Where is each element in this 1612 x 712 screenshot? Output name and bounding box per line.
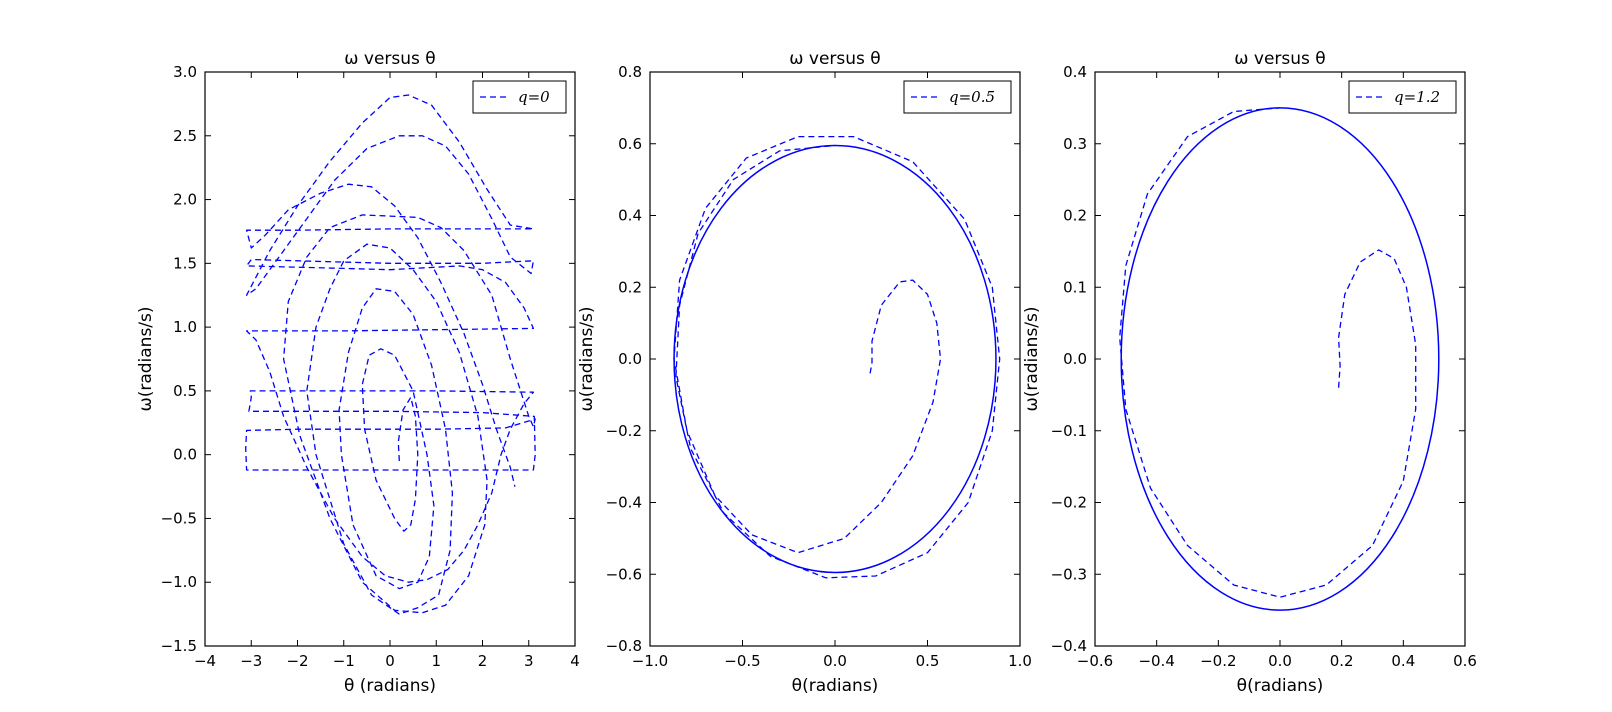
y-tick-label: 0.8 — [618, 63, 642, 81]
y-tick-label: −0.5 — [161, 509, 197, 527]
y-tick-label: 0.2 — [618, 278, 642, 296]
x-axis-title-q0: θ (radians) — [344, 676, 436, 696]
series-line-2-0 — [1119, 107, 1417, 598]
y-axis-title-q0: ω(radians/s) — [136, 306, 156, 411]
x-tick-label: −1 — [333, 652, 355, 670]
series-line-1-1 — [673, 144, 997, 574]
axes-frame-q05 — [649, 71, 1021, 647]
x-tick-label: 1 — [431, 652, 441, 670]
plot-area-q0 — [245, 94, 536, 615]
y-tick-label: 0.4 — [1063, 63, 1087, 81]
y-tick-label: 1.0 — [173, 318, 197, 336]
panel-q12: ω versus θ θ(radians) ω(radians/s) q=1.2… — [1022, 49, 1477, 696]
y-tick-label: −0.6 — [606, 565, 642, 583]
y-tick-label: 0.1 — [1063, 278, 1087, 296]
y-axis-title-q12: ω(radians/s) — [1022, 306, 1042, 411]
y-tick-label: 0.2 — [1063, 207, 1087, 225]
x-tick-label: −0.4 — [1138, 652, 1174, 670]
y-tick-label: 0.5 — [173, 382, 197, 400]
y-tick-label: 0.3 — [1063, 135, 1087, 153]
y-axis-title-q05: ω(radians/s) — [577, 306, 597, 411]
x-tick-label: −0.5 — [724, 652, 760, 670]
series-line-2-1 — [1120, 107, 1440, 611]
y-tick-label: 0.4 — [618, 207, 642, 225]
x-tick-label: 0.6 — [1453, 652, 1477, 670]
x-axis-title-q12: θ(radians) — [1237, 676, 1324, 696]
legend-q05: q=0.5 — [903, 80, 1012, 114]
x-tick-label: 0.0 — [1268, 652, 1292, 670]
plot-area-q12 — [1119, 107, 1440, 611]
x-tick-label: 3 — [524, 652, 534, 670]
chart-title-q0: ω versus θ — [344, 49, 435, 69]
y-tick-label: 0.0 — [1063, 350, 1087, 368]
series-line-1-0 — [673, 135, 1001, 579]
y-tick-label: −0.4 — [1051, 637, 1087, 655]
x-tick-label: −0.2 — [1200, 652, 1236, 670]
y-tick-label: 0.0 — [173, 446, 197, 464]
axes-frame-q12 — [1094, 71, 1466, 647]
legend-label-q05: q=0.5 — [949, 88, 995, 106]
legend-q0: q=0 — [472, 80, 567, 114]
y-tick-label: 2.0 — [173, 191, 197, 209]
x-tick-label: −0.6 — [1077, 652, 1113, 670]
x-tick-label: −1.0 — [632, 652, 668, 670]
y-tick-label: −1.5 — [161, 637, 197, 655]
y-tick-label: −0.8 — [606, 637, 642, 655]
x-tick-label: 0.5 — [916, 652, 940, 670]
x-tick-label: 1.0 — [1008, 652, 1032, 670]
axes-frame-q0 — [204, 71, 576, 647]
legend-box-q0 — [472, 80, 567, 114]
x-tick-label: −2 — [286, 652, 308, 670]
legend-label-q12: q=1.2 — [1394, 88, 1440, 106]
x-tick-label: 0.4 — [1391, 652, 1415, 670]
y-tick-label: −0.1 — [1051, 422, 1087, 440]
panel-q05: ω versus θ θ(radians) ω(radians/s) q=0.5… — [577, 49, 1032, 696]
panel-q0: ω versus θ θ (radians) ω(radians/s) q=0 … — [136, 49, 580, 696]
x-tick-label: −4 — [194, 652, 216, 670]
legend-q12: q=1.2 — [1348, 80, 1457, 114]
y-tick-label: −0.2 — [606, 422, 642, 440]
x-tick-label: 0.2 — [1330, 652, 1354, 670]
x-tick-label: 2 — [478, 652, 488, 670]
y-tick-label: 1.5 — [173, 254, 197, 272]
legend-label-q0: q=0 — [518, 88, 550, 106]
chart-title-q05: ω versus θ — [789, 49, 880, 69]
series-line-0-0 — [245, 94, 536, 615]
x-tick-label: 0.0 — [823, 652, 847, 670]
x-tick-label: 4 — [570, 652, 580, 670]
x-tick-label: −3 — [240, 652, 262, 670]
x-tick-label: 0 — [385, 652, 395, 670]
chart-title-q12: ω versus θ — [1234, 49, 1325, 69]
y-tick-label: 0.6 — [618, 135, 642, 153]
x-axis-title-q05: θ(radians) — [792, 676, 879, 696]
y-tick-label: −0.3 — [1051, 565, 1087, 583]
y-tick-label: −0.2 — [1051, 494, 1087, 512]
y-tick-label: −0.4 — [606, 494, 642, 512]
y-tick-label: 0.0 — [618, 350, 642, 368]
y-tick-label: −1.0 — [161, 573, 197, 591]
y-tick-label: 2.5 — [173, 127, 197, 145]
y-tick-label: 3.0 — [173, 63, 197, 81]
plot-area-q05 — [673, 135, 1001, 579]
